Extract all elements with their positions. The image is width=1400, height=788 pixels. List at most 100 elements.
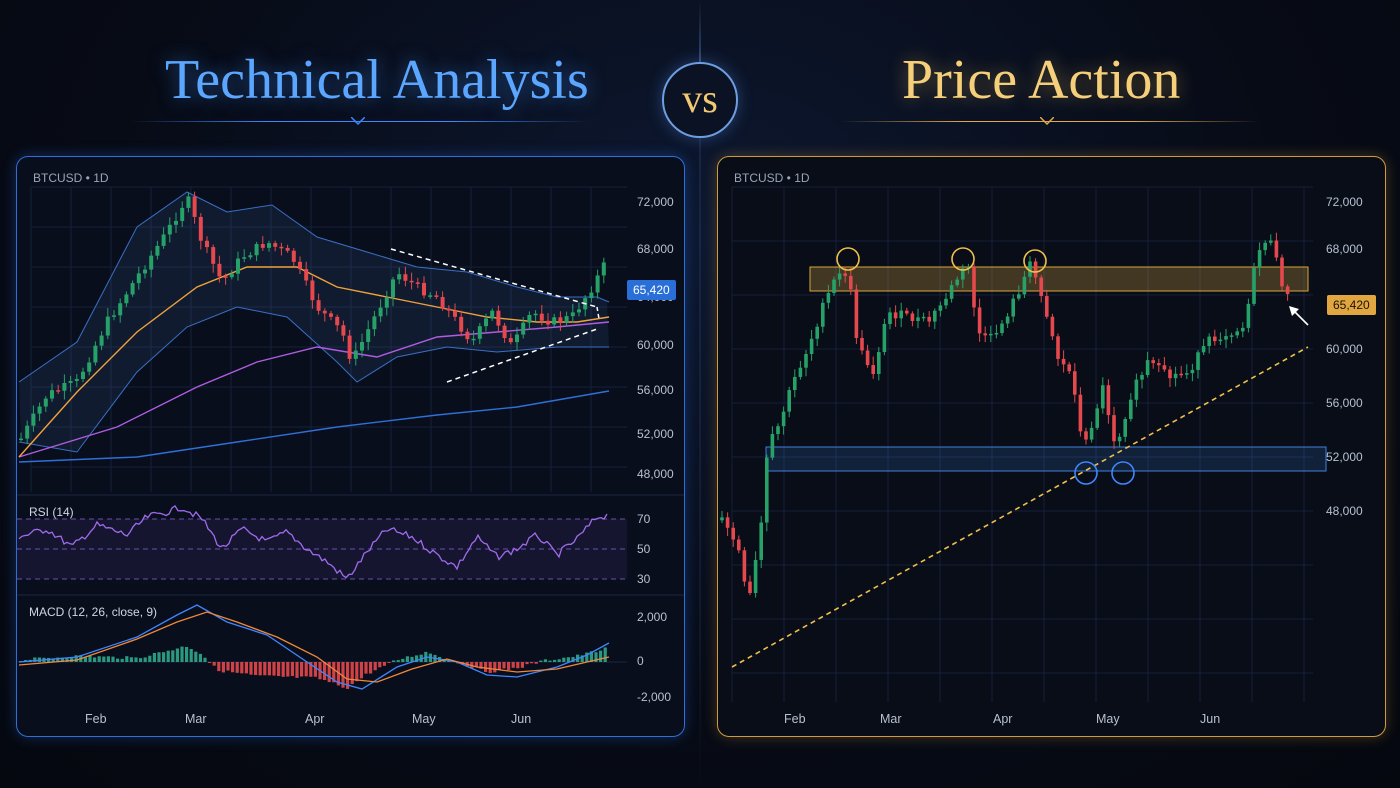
candle-body (1129, 399, 1133, 420)
candle-body (961, 268, 965, 280)
candle-body (279, 246, 284, 249)
candle-body (465, 331, 470, 340)
candle-body (415, 282, 420, 284)
macd-histogram-bar (263, 662, 267, 676)
candle-body (977, 307, 982, 334)
macd-histogram-bar (364, 662, 368, 674)
macd-histogram-bar (254, 662, 258, 676)
candle-body (905, 310, 909, 314)
candle-body (515, 334, 519, 343)
candle-body (1117, 436, 1122, 442)
technical-analysis-chart[interactable] (17, 157, 684, 736)
left-y-tick: 68,000 (637, 242, 674, 256)
candle-body (322, 310, 327, 314)
candle-body (62, 382, 67, 391)
candle-body (1224, 336, 1228, 340)
resistance-zone (809, 266, 1309, 292)
candle-body (601, 262, 606, 276)
macd-histogram-bar (116, 658, 120, 662)
candle-body (1218, 339, 1223, 342)
right-last-price-tag: 65,420 (1327, 295, 1376, 315)
trendline (731, 346, 1309, 668)
candle-body (933, 310, 937, 322)
candle-body (93, 345, 98, 363)
candle-body (589, 292, 594, 299)
technical-analysis-chart-panel[interactable]: BTCUSD • 1D 72,000 68,000 64,000 60,000 … (16, 156, 685, 737)
macd-histogram-bar (231, 662, 235, 673)
candle-body (508, 338, 513, 343)
candle-body (759, 522, 763, 560)
candle-body (893, 312, 898, 319)
candle-body (871, 365, 875, 374)
candle-body (118, 303, 123, 316)
candle-body (1241, 327, 1245, 332)
macd-histogram-bar (300, 662, 304, 677)
macd-histogram-bar (212, 662, 216, 666)
candle-body (112, 315, 116, 317)
candle-body (453, 310, 457, 317)
fast-moving-average (18, 266, 610, 458)
macd-histogram-bar (553, 659, 557, 662)
right-x-tick: Apr (993, 712, 1013, 726)
candle-body (428, 295, 433, 297)
candle-body (1196, 352, 1200, 370)
macd-histogram-bar (203, 657, 207, 662)
candle-body (577, 309, 581, 313)
candle-body (136, 273, 141, 284)
macd-histogram-bar (258, 662, 262, 676)
macd-histogram-bar (336, 662, 340, 686)
macd-histogram-bar (88, 655, 92, 662)
price-action-chart-panel[interactable]: BTCUSD • 1D 72,000 68,000 65,420 60,000 … (717, 156, 1386, 737)
candle-body (809, 338, 814, 354)
candle-body (899, 310, 903, 319)
macd-histogram-bar (93, 657, 97, 662)
candle-body (781, 411, 786, 427)
macd-histogram-bar (585, 652, 589, 662)
macd-signal-line (18, 611, 610, 683)
candle-body (329, 313, 333, 317)
candle-body (1145, 360, 1150, 376)
macd-histogram-bar (543, 659, 547, 662)
candle-body (31, 413, 36, 426)
candle-body (570, 312, 575, 317)
macd-histogram-bar (474, 662, 478, 667)
macd-label: MACD (12, 26, close, 9) (29, 605, 158, 619)
candle-body (1173, 373, 1178, 379)
candle-body (1050, 316, 1055, 337)
candle-body (826, 292, 831, 303)
macd-histogram-bar (520, 662, 524, 668)
candle-body (1168, 369, 1172, 379)
candle-body (366, 329, 371, 342)
right-x-tick: May (1096, 712, 1120, 726)
candle-body (815, 326, 819, 339)
candle-body (1056, 336, 1060, 359)
candle-body (87, 362, 92, 372)
candle-body (298, 261, 302, 270)
left-y-tick: 72,000 (637, 195, 674, 209)
macd-level-high: 2,000 (637, 610, 668, 624)
macd-histogram-bar (139, 658, 143, 662)
candle-body (1269, 240, 1273, 243)
candle-body (1017, 294, 1021, 299)
candle-body (1257, 250, 1262, 268)
macd-histogram-bar (111, 656, 115, 662)
candle-body (539, 313, 544, 321)
candle-body (753, 559, 758, 594)
price-action-chart[interactable] (718, 157, 1385, 736)
macd-histogram-bar (488, 662, 492, 674)
candle-body (1073, 371, 1077, 395)
candle-body (1185, 373, 1189, 375)
right-y-tick: 72,000 (1326, 195, 1363, 209)
candle-body (1005, 316, 1010, 324)
candle-body (68, 380, 73, 383)
candle-body (353, 350, 358, 359)
candle-body (310, 280, 315, 301)
candle-body (776, 426, 780, 435)
candle-body (837, 273, 842, 280)
candle-body (1213, 336, 1217, 342)
candle-body (1151, 360, 1155, 364)
macd-histogram-bar (83, 656, 87, 662)
candle-body (804, 353, 808, 368)
candle-body (725, 517, 730, 528)
candle-body (50, 390, 54, 399)
